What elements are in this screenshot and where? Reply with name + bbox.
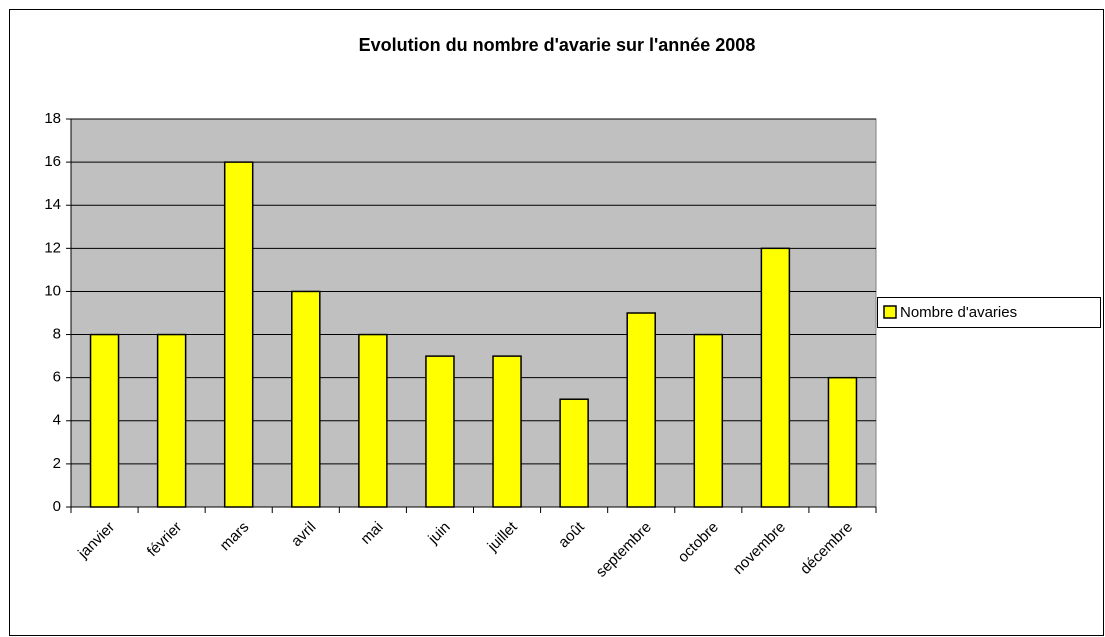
bar xyxy=(358,333,388,508)
legend-box xyxy=(877,297,1101,328)
plot-area xyxy=(70,118,877,508)
bar xyxy=(89,333,120,508)
y-tick-label: 18 xyxy=(44,110,61,127)
bar xyxy=(291,290,321,508)
y-tick-label: 6 xyxy=(53,369,61,386)
bar xyxy=(559,398,589,508)
bar xyxy=(693,333,724,508)
y-tick-label: 8 xyxy=(53,326,61,343)
bar xyxy=(626,312,656,508)
y-tick-label: 2 xyxy=(53,455,61,472)
legend-label: Nombre d'avaries xyxy=(900,304,1017,321)
y-tick-label: 4 xyxy=(53,412,61,429)
bar xyxy=(760,247,791,508)
bar xyxy=(223,161,254,508)
y-tick-label: 14 xyxy=(44,196,61,213)
bar xyxy=(492,355,522,508)
y-tick-label: 0 xyxy=(53,498,61,515)
bar xyxy=(156,333,187,508)
legend-swatch xyxy=(883,305,897,319)
y-tick-label: 12 xyxy=(44,239,61,256)
y-tick-label: 16 xyxy=(44,153,61,170)
chart-title: Evolution du nombre d'avarie sur l'année… xyxy=(359,35,756,55)
bar xyxy=(827,376,858,508)
bar xyxy=(425,355,455,508)
y-tick-label: 10 xyxy=(44,282,61,299)
